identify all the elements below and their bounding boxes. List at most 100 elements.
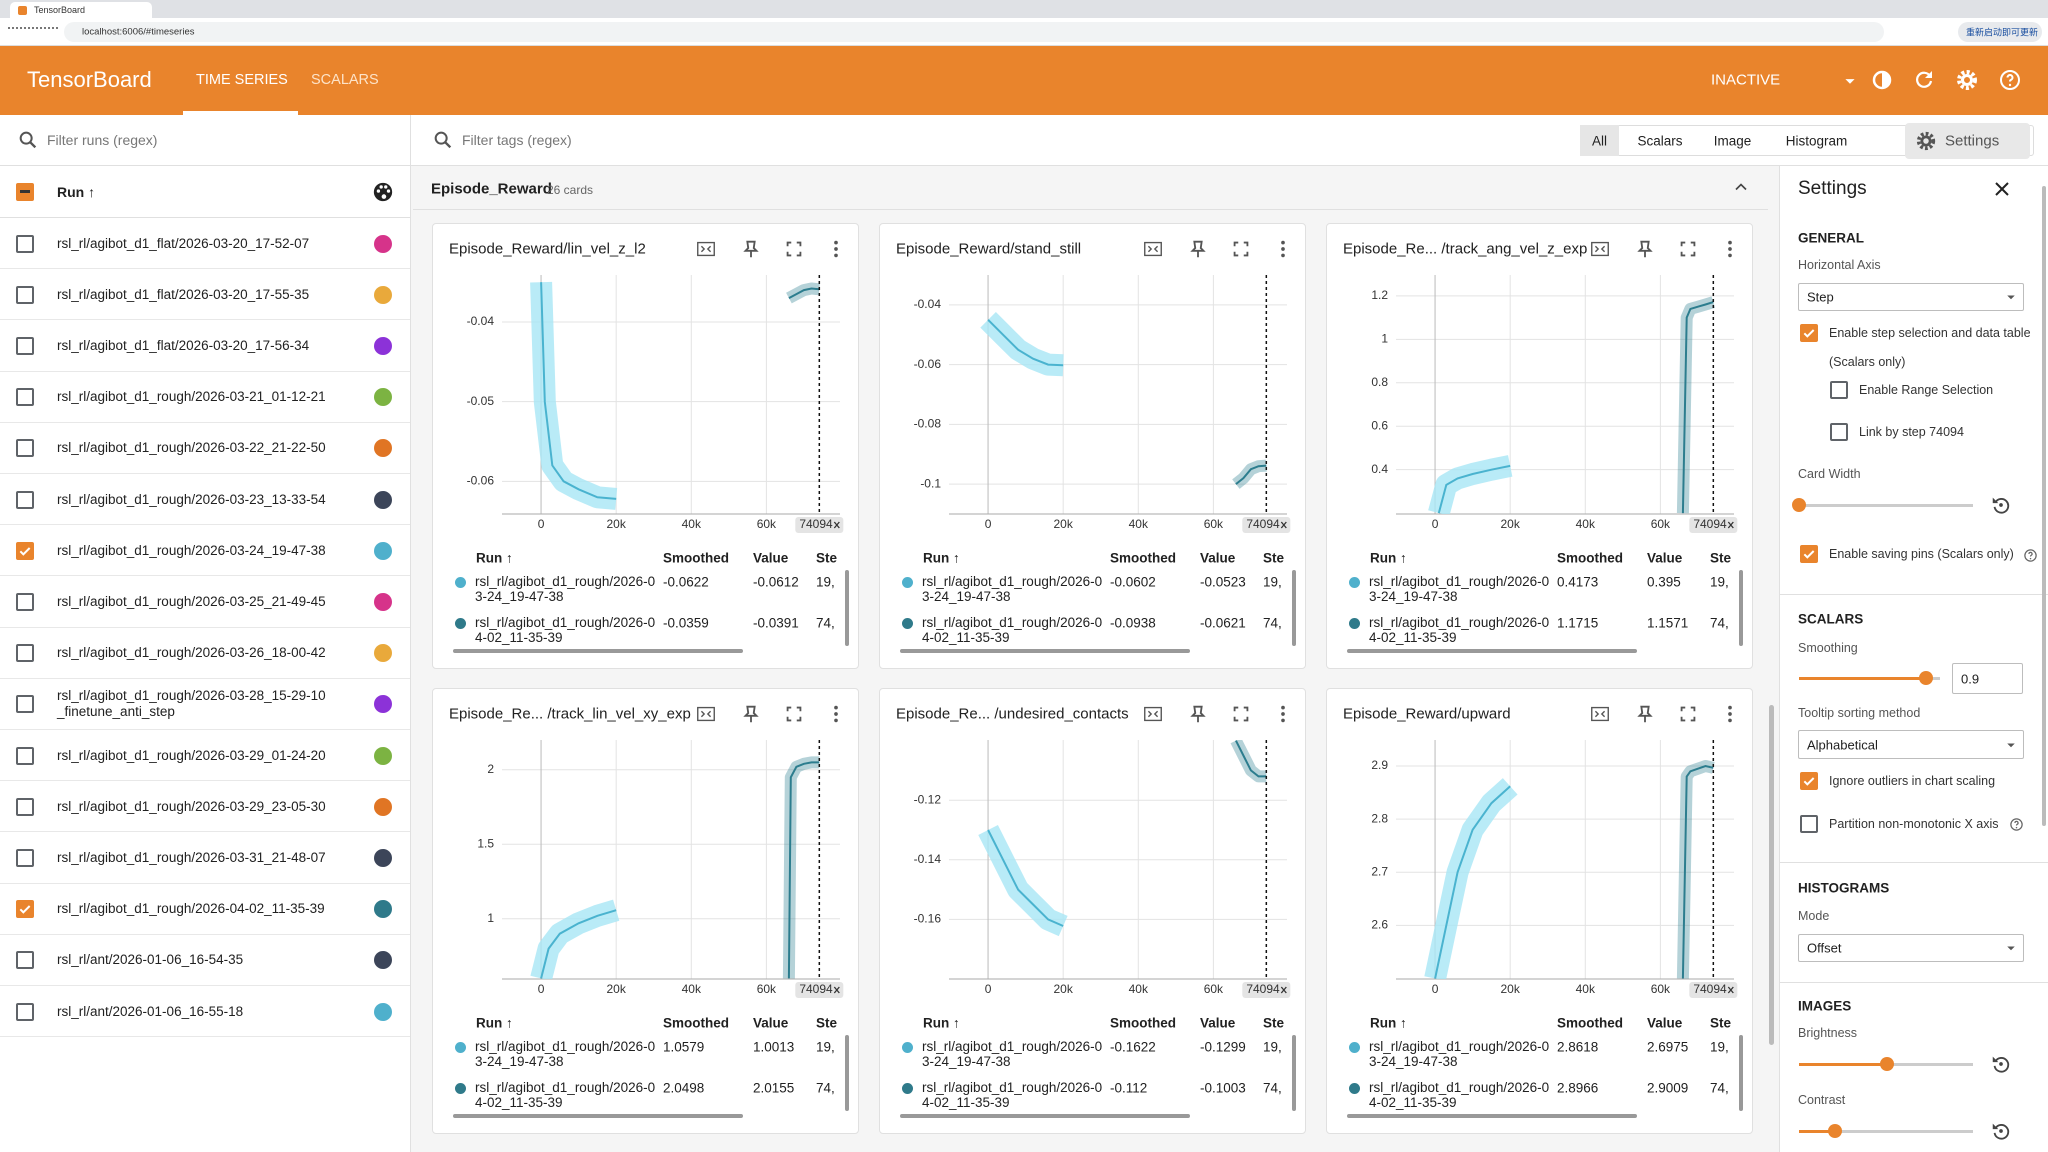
- run-color[interactable]: [374, 746, 392, 765]
- card-width-slider-thumb[interactable]: [1792, 498, 1806, 512]
- table-header[interactable]: Smoothed: [1110, 550, 1176, 566]
- run-color[interactable]: [374, 695, 392, 714]
- card-menu[interactable]: [1719, 703, 1741, 725]
- fullscreen[interactable]: [1230, 703, 1252, 725]
- table-header[interactable]: Run ↑: [923, 550, 960, 566]
- brightness-slider-thumb[interactable]: [1880, 1057, 1894, 1071]
- checkbox[interactable]: [1800, 772, 1818, 790]
- checkbox[interactable]: [16, 746, 34, 765]
- pin-card[interactable]: [740, 703, 762, 725]
- table-header[interactable]: Value: [1200, 550, 1236, 566]
- type-filter-button[interactable]: All: [1580, 125, 1619, 156]
- horizontal-axis-select[interactable]: Step: [1798, 283, 2024, 311]
- runs-filter[interactable]: Filter runs (regex): [0, 115, 410, 166]
- fit-domain[interactable]: [1142, 703, 1164, 725]
- card-menu[interactable]: [1272, 238, 1294, 260]
- card-menu[interactable]: [1272, 703, 1294, 725]
- checkbox[interactable]: [16, 388, 34, 407]
- checkbox-label[interactable]: Link by step 74094: [1859, 425, 1964, 439]
- checkbox-label[interactable]: Enable Range Selection: [1859, 383, 1994, 397]
- status[interactable]: INACTIVE: [1711, 71, 1781, 89]
- table-header[interactable]: Smoothed: [1557, 1015, 1623, 1031]
- run-color[interactable]: [374, 848, 392, 867]
- reload-button[interactable]: [1912, 68, 1936, 92]
- checkbox[interactable]: [16, 695, 34, 714]
- card-menu[interactable]: [825, 703, 847, 725]
- settings-button[interactable]: [1955, 68, 1979, 92]
- checkbox[interactable]: [16, 234, 34, 253]
- table-header[interactable]: Ste: [1263, 550, 1285, 566]
- run-color[interactable]: [374, 592, 392, 611]
- checkbox-label[interactable]: Ignore outliers in chart scaling: [1829, 774, 1996, 788]
- table-header[interactable]: Value: [753, 550, 789, 566]
- checkbox[interactable]: [1800, 545, 1818, 563]
- checkbox[interactable]: [16, 951, 34, 970]
- table-header[interactable]: Run ↑: [476, 1015, 513, 1031]
- tags-filter-placeholder[interactable]: Filter tags (regex): [462, 132, 572, 148]
- run-color[interactable]: [374, 644, 392, 663]
- table-header[interactable]: Run ↑: [1370, 1015, 1407, 1031]
- pin-card[interactable]: [1634, 703, 1656, 725]
- type-filter-button[interactable]: Histogram: [1768, 125, 1865, 156]
- fit-domain[interactable]: [695, 238, 717, 260]
- run-color[interactable]: [374, 336, 392, 355]
- run-color[interactable]: [374, 951, 392, 970]
- collapse-group[interactable]: [1731, 177, 1751, 197]
- run-color[interactable]: [374, 900, 392, 919]
- checkbox[interactable]: [16, 797, 34, 816]
- reset-brightness[interactable]: [1990, 1053, 2012, 1075]
- fit-domain[interactable]: [1142, 238, 1164, 260]
- table-header[interactable]: Ste: [1710, 1015, 1732, 1031]
- table-header[interactable]: Run ↑: [923, 1015, 960, 1031]
- table-header[interactable]: Value: [1647, 550, 1683, 566]
- pin-card[interactable]: [1634, 238, 1656, 260]
- checkbox[interactable]: [16, 592, 34, 611]
- fit-domain[interactable]: [1589, 703, 1611, 725]
- fullscreen[interactable]: [783, 238, 805, 260]
- table-header[interactable]: Run ↑: [476, 550, 513, 566]
- select-all-checkbox[interactable]: [16, 183, 34, 201]
- run-color[interactable]: [374, 285, 392, 304]
- checkbox-label[interactable]: Enable saving pins (Scalars only): [1829, 547, 2014, 561]
- checkbox[interactable]: [16, 439, 34, 458]
- type-filter-button[interactable]: Image: [1697, 125, 1768, 156]
- fullscreen[interactable]: [783, 703, 805, 725]
- table-header[interactable]: Value: [1647, 1015, 1683, 1031]
- histogram-mode-select[interactable]: Offset: [1798, 934, 2024, 962]
- smoothing-slider-thumb[interactable]: [1918, 671, 1933, 685]
- checkbox[interactable]: [16, 900, 34, 919]
- checkbox[interactable]: [16, 285, 34, 304]
- table-header[interactable]: Smoothed: [663, 550, 729, 566]
- pin-card[interactable]: [1187, 703, 1209, 725]
- tooltip-sort-select[interactable]: Alphabetical: [1798, 730, 2024, 759]
- fullscreen[interactable]: [1230, 238, 1252, 260]
- fit-domain[interactable]: [1589, 238, 1611, 260]
- run-color[interactable]: [374, 490, 392, 509]
- table-header[interactable]: Smoothed: [1110, 1015, 1176, 1031]
- table-header[interactable]: Ste: [1263, 1015, 1285, 1031]
- run-color[interactable]: [374, 1002, 392, 1021]
- pin-card[interactable]: [1187, 238, 1209, 260]
- card-menu[interactable]: [825, 238, 847, 260]
- checkbox-label[interactable]: Partition non-monotonic X axis: [1829, 817, 1999, 831]
- table-header[interactable]: Run ↑: [1370, 550, 1407, 566]
- fullscreen[interactable]: [1677, 238, 1699, 260]
- contrast-slider-thumb[interactable]: [1828, 1124, 1842, 1138]
- checkbox[interactable]: [16, 541, 34, 560]
- settings-toggle[interactable]: Settings: [1905, 123, 2030, 159]
- run-color[interactable]: [374, 388, 392, 407]
- reset-card-width[interactable]: [1990, 494, 2012, 516]
- runs-column-header[interactable]: Run ↑: [57, 184, 96, 200]
- table-header[interactable]: Ste: [1710, 550, 1732, 566]
- checkbox[interactable]: [1830, 423, 1848, 441]
- fullscreen[interactable]: [1677, 703, 1699, 725]
- table-header[interactable]: Ste: [816, 1015, 838, 1031]
- color-palette[interactable]: [372, 181, 394, 203]
- run-color[interactable]: [374, 797, 392, 816]
- table-header[interactable]: Ste: [816, 550, 838, 566]
- run-color[interactable]: [374, 234, 392, 253]
- browser-tab[interactable]: TensorBoard: [10, 2, 152, 18]
- checkbox[interactable]: [1800, 815, 1818, 833]
- table-header[interactable]: Value: [1200, 1015, 1236, 1031]
- checkbox[interactable]: [16, 1002, 34, 1021]
